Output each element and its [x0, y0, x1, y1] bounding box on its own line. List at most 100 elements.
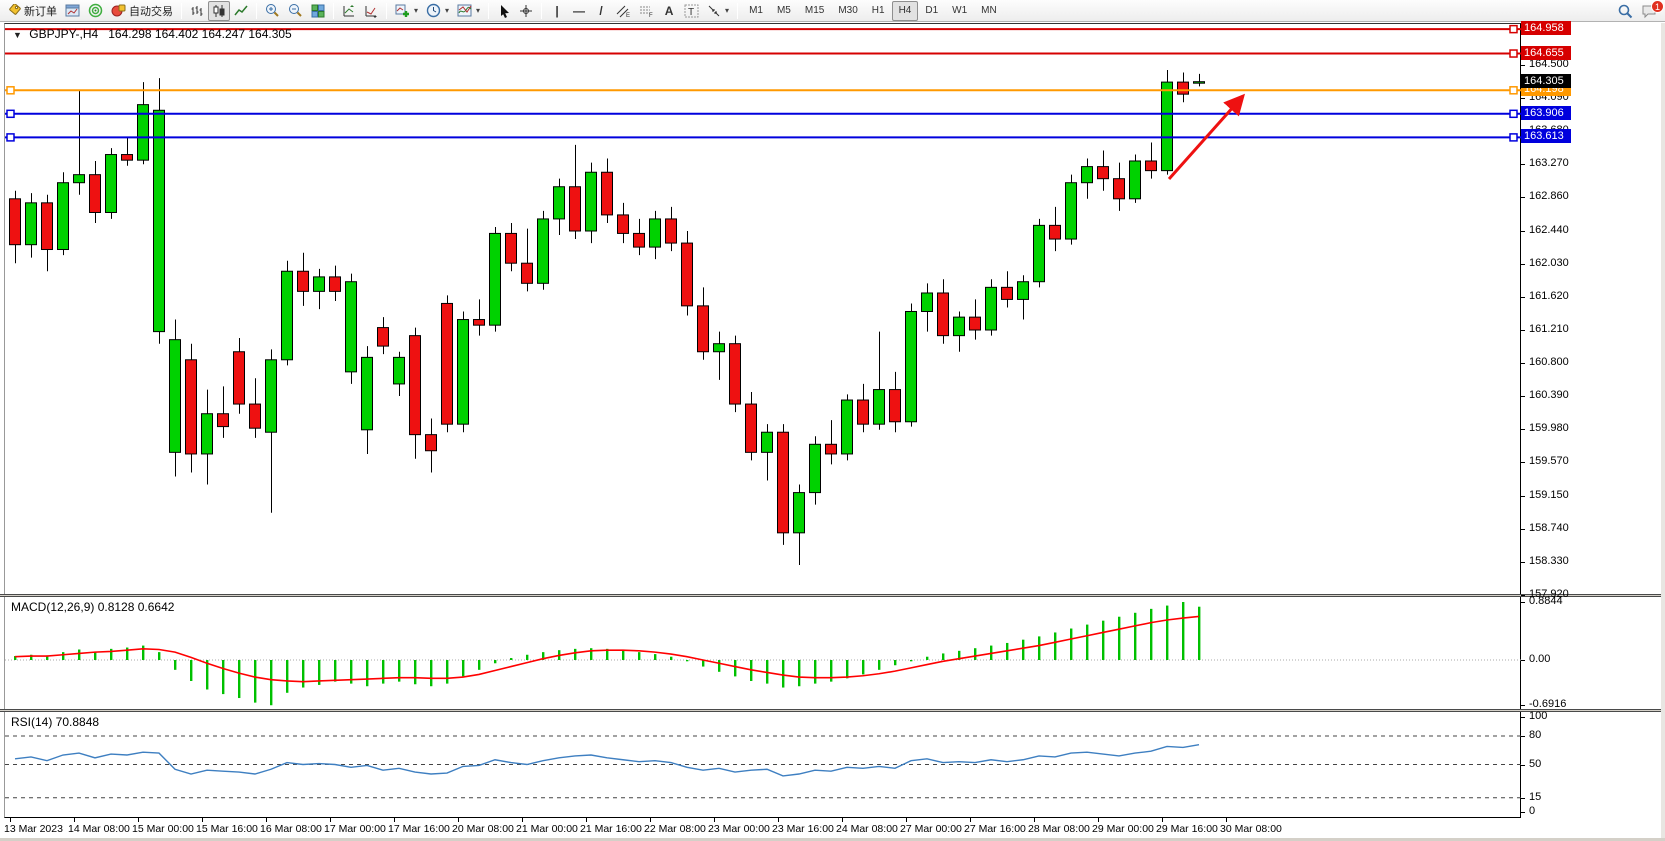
horizontal-line-object[interactable] — [5, 109, 1521, 119]
line-handle[interactable] — [1509, 133, 1518, 142]
rsi-tick — [1521, 736, 1525, 737]
macd-signal-line — [14, 615, 1200, 683]
fibonacci-tool[interactable]: F — [635, 1, 658, 21]
candle — [1113, 162, 1125, 211]
horizontal-line-object[interactable] — [5, 133, 1521, 142]
macd-histogram-bar — [334, 660, 337, 682]
line-handle[interactable] — [1509, 109, 1518, 119]
timeframe-m5[interactable]: M5 — [776, 5, 791, 16]
period-button[interactable]: ▾ — [422, 1, 453, 21]
rsi-tick-label: 15 — [1529, 790, 1542, 803]
macd-histogram-bar — [14, 656, 17, 660]
crosshair-button[interactable] — [515, 1, 537, 21]
label-tool[interactable]: T — [680, 1, 703, 21]
candle — [25, 193, 37, 258]
candle — [217, 386, 229, 438]
timeframe-mn[interactable]: MN — [981, 5, 997, 16]
chart-dropdown-icon[interactable]: ▼ — [13, 30, 22, 40]
chart-ohlc-values: 164.298 164.402 164.247 164.305 — [108, 27, 292, 41]
time-tick-label: 17 Mar 00:00 — [324, 823, 386, 835]
autotrade-button[interactable]: 自动交易 — [107, 1, 177, 21]
line-handle[interactable] — [1509, 24, 1518, 34]
equidistant-channel-tool[interactable]: E — [612, 1, 635, 21]
macd-histogram-bar — [926, 656, 929, 660]
macd-tick — [1521, 705, 1525, 707]
candle — [985, 279, 997, 336]
timeframe-h1[interactable]: H1 — [871, 5, 885, 16]
text-tool[interactable]: A — [658, 1, 680, 21]
time-tick — [586, 818, 587, 822]
price-axis[interactable]: 164.910164.500164.090163.680163.270162.8… — [1521, 21, 1665, 600]
macd-histogram-bar — [1054, 632, 1057, 660]
time-tick-label: 30 Mar 08:00 — [1220, 823, 1282, 835]
candle — [425, 418, 437, 473]
horizontal-line-object[interactable] — [5, 86, 1521, 95]
template-button[interactable]: ▾ — [453, 1, 484, 21]
macd-panel[interactable]: MACD(12,26,9) 0.8128 0.6642 — [4, 597, 1521, 709]
price-tick-label: 160.800 — [1529, 355, 1569, 368]
timeframe-m15[interactable]: M15 — [804, 5, 825, 16]
timeframe-w1[interactable]: W1 — [952, 5, 968, 16]
candle — [505, 222, 517, 272]
toolbar-separator — [181, 2, 182, 19]
candle — [9, 190, 21, 264]
line-chart-button[interactable] — [230, 1, 252, 21]
macd-histogram-bar — [958, 650, 961, 660]
dropdown-caret: ▾ — [445, 6, 450, 15]
indicator-list-button[interactable] — [360, 1, 382, 21]
shapes-tool[interactable]: ▾ — [703, 1, 733, 21]
horizontal-line-object[interactable] — [5, 49, 1521, 58]
trendline-tool[interactable]: / — [590, 1, 612, 21]
vertical-line-tool[interactable]: | — [546, 1, 568, 21]
time-axis[interactable]: 13 Mar 2023 14 Mar 08:00 15 Mar 00:00 15 Ma… — [4, 818, 1665, 838]
price-tick — [1521, 164, 1525, 165]
timeframe-h4[interactable]: H4 — [891, 0, 919, 21]
macd-histogram-bar — [846, 660, 849, 679]
arrow-annotation[interactable] — [1167, 93, 1245, 180]
horizontal-line-tool[interactable]: — — [568, 1, 590, 21]
zoom-in-button[interactable] — [261, 1, 284, 21]
rsi-chart — [5, 735, 1521, 799]
price-tick — [1521, 98, 1525, 99]
candle — [793, 484, 805, 566]
candlestick-chart-button[interactable] — [208, 0, 230, 21]
dropdown-caret: ▾ — [414, 6, 419, 15]
timeframe-d1[interactable]: D1 — [925, 5, 939, 16]
candle — [441, 295, 453, 433]
channel-icon: E — [616, 5, 630, 18]
bar-chart-button[interactable] — [186, 1, 208, 21]
line-handle[interactable] — [1509, 49, 1518, 58]
candle — [1017, 275, 1029, 320]
candle — [233, 338, 245, 414]
line-handle[interactable] — [6, 109, 15, 119]
toolbar: 新订单 自动交易 — [0, 0, 1665, 22]
timeframe-m1[interactable]: M1 — [749, 5, 763, 16]
bar-chart-icon — [191, 5, 203, 16]
rsi-panel[interactable]: RSI(14) 70.8848 — [4, 712, 1521, 818]
macd-histogram-bar — [1166, 605, 1169, 660]
main-chart-panel[interactable]: ▼ GBPJPY-,H4 164.298 164.402 164.247 164… — [4, 23, 1521, 594]
panel-divider[interactable] — [0, 594, 1665, 597]
tile-windows-button[interactable] — [307, 1, 329, 21]
candle — [585, 162, 597, 244]
time-tick — [522, 818, 523, 822]
line-handle[interactable] — [6, 86, 15, 95]
candle — [921, 283, 933, 332]
horizontal-line-object[interactable] — [5, 24, 1521, 34]
cursor-button[interactable] — [493, 1, 515, 21]
timeframe-m30[interactable]: M30 — [838, 5, 858, 16]
indicator-window-button[interactable] — [338, 1, 360, 21]
panel-divider[interactable] — [0, 709, 1665, 712]
search-button[interactable] — [1614, 1, 1637, 21]
line-handle[interactable] — [6, 133, 15, 142]
chat-button[interactable]: 1 — [1637, 0, 1664, 21]
signal-button[interactable] — [84, 1, 107, 21]
macd-histogram-bar — [110, 648, 113, 660]
signal-icon — [88, 3, 103, 18]
macd-histogram-bar — [174, 660, 177, 670]
add-indicator-button[interactable]: ▾ — [391, 1, 422, 21]
zoom-out-button[interactable] — [284, 1, 307, 21]
line-handle[interactable] — [1509, 86, 1518, 95]
new-order-button[interactable]: 新订单 — [3, 1, 61, 21]
chart-window-button[interactable] — [61, 1, 84, 21]
